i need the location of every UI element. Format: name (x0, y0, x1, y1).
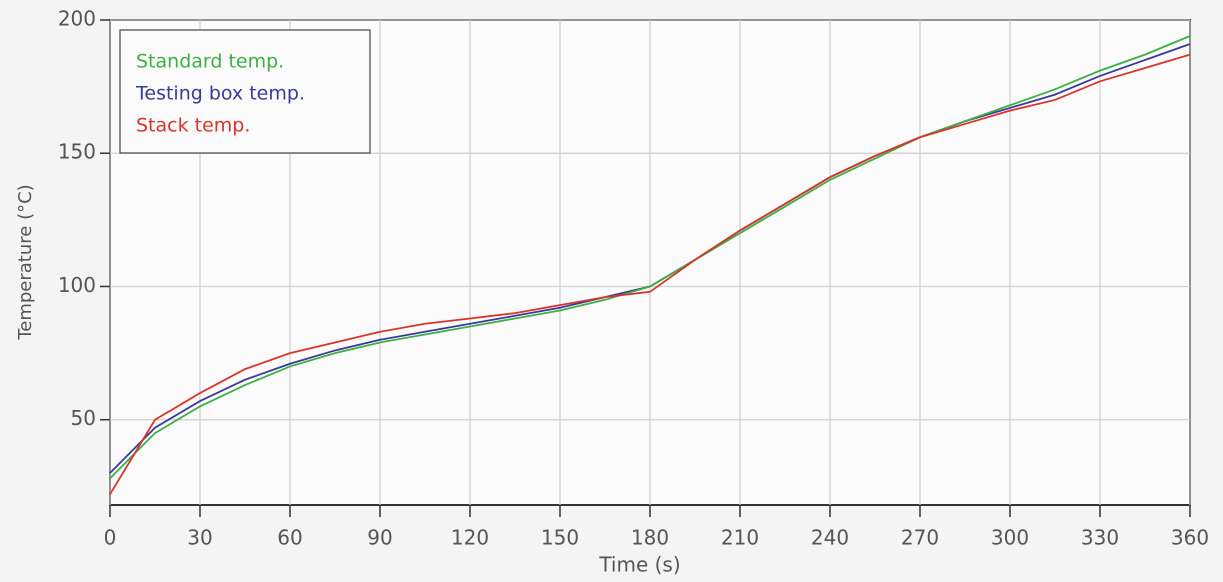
x-tick-label: 30 (187, 526, 212, 550)
x-tick-label: 330 (1081, 526, 1119, 550)
x-tick-label: 270 (901, 526, 939, 550)
x-tick-label: 90 (367, 526, 392, 550)
y-tick-label: 50 (71, 406, 96, 430)
x-tick-label: 120 (451, 526, 489, 550)
x-axis-label: Time (s) (598, 553, 680, 577)
x-tick-label: 240 (811, 526, 849, 550)
y-axis-label: Temperature (°C) (15, 184, 36, 340)
x-tick-label: 0 (104, 526, 117, 550)
y-tick-label: 100 (58, 273, 96, 297)
x-tick-label: 360 (1171, 526, 1209, 550)
series-line (109, 53, 1191, 495)
x-tick-label: 300 (991, 526, 1029, 550)
y-tick-label: 150 (58, 140, 96, 164)
y-tick-label: 200 (58, 7, 96, 31)
legend-entry: Testing box temp. (135, 83, 305, 105)
x-tick-label: 210 (721, 526, 759, 550)
x-tick-label: 60 (277, 526, 302, 550)
legend-entry: Stack temp. (136, 115, 250, 137)
x-tick-label: 150 (541, 526, 579, 550)
series-line (109, 35, 1191, 479)
legend-entry: Standard temp. (136, 51, 284, 73)
legend-box (119, 29, 371, 154)
x-tick-label: 180 (631, 526, 669, 550)
